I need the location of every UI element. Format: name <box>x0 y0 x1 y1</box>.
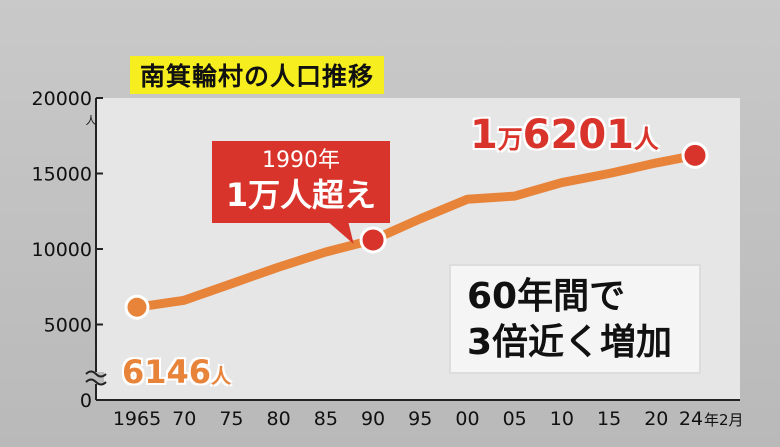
y-tick-label: 0 <box>80 390 92 412</box>
marker-1965 <box>124 294 150 320</box>
note-box: 60年間で 3倍近く増加 <box>449 264 701 374</box>
x-tick-label: 00 <box>455 408 479 430</box>
end-value-unit2: 人 <box>633 125 659 154</box>
x-tick-label: 80 <box>267 408 291 430</box>
y-tick-label: 5000 <box>44 315 92 337</box>
x-tick-label: 75 <box>219 408 243 430</box>
x-tick-label: 90 <box>361 408 385 430</box>
end-value-unit1: 万 <box>497 125 523 154</box>
marker-1990 <box>359 226 387 254</box>
x-tick-label: 85 <box>314 408 338 430</box>
annotation-1990-text: 1万人超え <box>225 176 377 214</box>
x-last-suffix: 年2月 <box>704 411 744 429</box>
chart-title: 南箕輪村の人口推移 <box>130 56 385 94</box>
population-line <box>132 150 700 312</box>
start-value-label: 6146人 <box>122 352 231 397</box>
end-value-num1: 1 <box>470 112 498 158</box>
end-value-label: 1万6201人 <box>470 110 659 165</box>
marker-2024 <box>681 141 709 169</box>
note-line-1: 60年間で <box>467 276 626 317</box>
x-tick-label: 70 <box>172 408 196 430</box>
x-tick-label: 24 <box>679 408 703 430</box>
start-value-unit: 人 <box>211 365 231 388</box>
end-value-num2: 6201 <box>522 112 634 158</box>
x-tick-label: 10 <box>550 408 574 430</box>
y-tick-label: 20000 <box>32 88 92 110</box>
y-tick-label: 10000 <box>32 239 92 261</box>
axis-break-mark <box>85 370 107 386</box>
x-tick-label: 15 <box>597 408 621 430</box>
y-tick-label: 15000 <box>32 164 92 186</box>
y-unit-label: 人 <box>86 114 97 127</box>
note-line-2: 3倍近く増加 <box>467 322 673 363</box>
x-tick-label: 20 <box>644 408 668 430</box>
annotation-1990: 1990年 1万人超え <box>212 141 390 223</box>
x-tick-label: 05 <box>503 408 527 430</box>
x-tick-label: 95 <box>408 408 432 430</box>
x-tick-label: 1965 <box>113 408 161 430</box>
annotation-1990-year: 1990年 <box>262 148 340 173</box>
start-value-num: 6146 <box>122 353 212 391</box>
